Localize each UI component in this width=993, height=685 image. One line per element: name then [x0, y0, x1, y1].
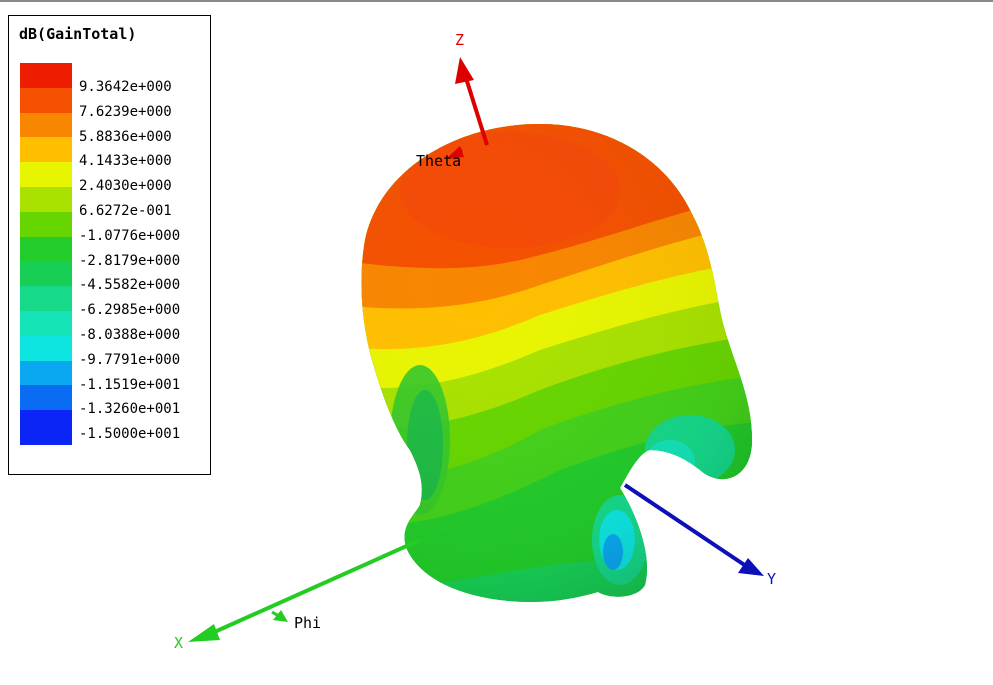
- theta-indicator: Theta: [416, 146, 464, 170]
- legend-swatch: [20, 162, 72, 188]
- legend-swatch: [20, 87, 72, 113]
- legend-swatch: [20, 261, 72, 287]
- theta-label: Theta: [416, 152, 461, 170]
- legend-swatch: [20, 311, 72, 336]
- legend-swatch: [20, 286, 72, 312]
- legend-swatch: [20, 137, 72, 163]
- y-axis-label: Y: [767, 570, 776, 588]
- top-divider: [0, 0, 993, 2]
- legend-value: -1.0776e+000: [79, 227, 181, 244]
- legend-value: -8.0388e+000: [79, 327, 181, 343]
- legend-value: -6.2985e+000: [79, 302, 181, 319]
- legend-swatch: [20, 236, 72, 262]
- legend-swatch: [20, 335, 72, 361]
- legend-swatch: [20, 385, 72, 411]
- legend-value: -1.1519e+001: [79, 376, 181, 393]
- z-axis-label: Z: [455, 31, 464, 49]
- legend-value: 9.3642e+000: [79, 79, 172, 95]
- y-axis: Y: [623, 483, 776, 588]
- gain-pattern-surface: [361, 124, 752, 603]
- legend-value: -1.3260e+001: [79, 401, 181, 418]
- legend-swatch: [20, 410, 72, 436]
- legend-value: 7.6239e+000: [79, 103, 172, 120]
- legend-value: 6.6272e-001: [79, 203, 172, 219]
- legend-swatch: [20, 63, 72, 88]
- legend-value: -2.8179e+000: [79, 252, 181, 269]
- legend-value: 2.4030e+000: [79, 178, 172, 195]
- legend-value: 4.1433e+000: [79, 153, 172, 170]
- x-axis: X: [174, 538, 421, 652]
- legend-value: -9.7791e+000: [79, 351, 181, 368]
- legend-swatch: [20, 112, 72, 138]
- legend-value: -1.5000e+001: [79, 426, 181, 443]
- legend-swatch: [20, 187, 72, 212]
- legend-title: dB(GainTotal): [19, 25, 137, 43]
- legend-value: 5.8836e+000: [79, 128, 172, 145]
- x-axis-label: X: [174, 634, 183, 652]
- legend-swatch: [20, 435, 72, 445]
- phi-label: Phi: [294, 614, 321, 632]
- legend-swatch: [20, 211, 72, 237]
- z-axis: Z: [455, 31, 489, 146]
- phi-indicator: Phi: [271, 610, 321, 632]
- color-legend[interactable]: dB(GainTotal) 9.3642e+000 7.6239e+000 5.88…: [8, 15, 211, 475]
- legend-swatch: [20, 360, 72, 386]
- legend-value: -4.5582e+000: [79, 277, 181, 294]
